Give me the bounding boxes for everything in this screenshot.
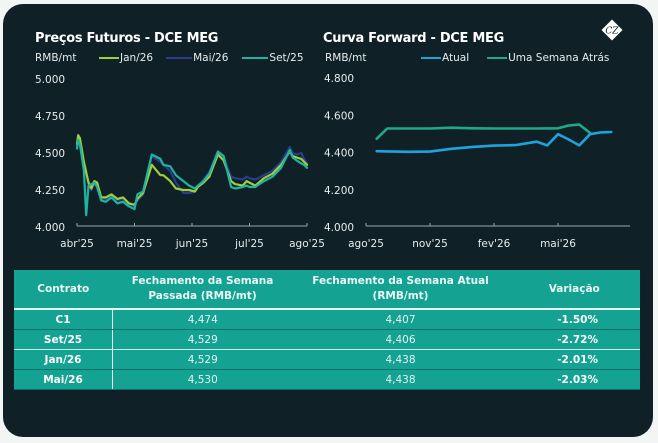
y-tick-label: 4.750 xyxy=(35,111,65,123)
legend-label-semana-atras: Uma Semana Atrás xyxy=(508,52,610,64)
legend-label-jan26: Jan/26 xyxy=(120,52,154,64)
cell-last-week: 4,529 xyxy=(112,329,293,350)
cell-contract: C1 xyxy=(14,309,113,330)
forward-chart-legend: Atual Uma Semana Atrás xyxy=(421,52,623,64)
legend-item-set25[interactable]: Set/25 xyxy=(242,52,304,64)
legend-item-semana-atras[interactable]: Uma Semana Atrás xyxy=(487,52,609,64)
cell-change: -2.01% xyxy=(508,349,640,370)
cell-change: -2.72% xyxy=(508,329,640,350)
y-tick-label: 4.500 xyxy=(35,148,65,160)
cell-contract: Jan/26 xyxy=(14,349,113,370)
cell-this-week: 4,407 xyxy=(292,309,509,330)
futures-chart-unit: RMB/mt xyxy=(35,52,77,64)
legend-swatch-set25 xyxy=(242,56,269,60)
y-tick-label: 4.250 xyxy=(35,185,65,197)
x-tick-label: jun'25 xyxy=(175,238,208,250)
x-tick-label: mai'26 xyxy=(540,238,576,250)
futures-chart-legend: Jan/26 Mai/26 Set/25 xyxy=(99,52,318,64)
cell-last-week: 4,529 xyxy=(112,349,293,370)
cell-contract: Mai/26 xyxy=(14,369,113,390)
cell-this-week: 4,438 xyxy=(292,349,509,370)
table-row: C1 4,474 4,407 -1.50% xyxy=(14,309,640,330)
x-tick-label: nov'25 xyxy=(412,238,448,250)
y-tick-label: 4.400 xyxy=(324,148,354,160)
forward-chart-unit: RMB/mt xyxy=(325,52,367,64)
price-table: Contrato Fechamento da Semana Passada (RM… xyxy=(14,270,640,390)
cz-logo-icon: CZ xyxy=(601,19,623,41)
x-tick-label: fev'26 xyxy=(478,238,511,250)
header-this-week: Fechamento da Semana Atual (RMB/mt) xyxy=(292,270,509,310)
y-tick-label: 4.800 xyxy=(324,73,354,85)
cell-last-week: 4,474 xyxy=(112,309,293,330)
legend-label-atual: Atual xyxy=(442,52,470,64)
futures-series-set-25 xyxy=(75,138,309,217)
legend-item-jan26[interactable]: Jan/26 xyxy=(99,52,153,64)
x-tick-label: abr'25 xyxy=(60,238,94,250)
header-change: Variação xyxy=(508,270,640,310)
futures-chart: 5.000 4.750 4.500 4.250 4.000 abr'25 mai'25 jun… xyxy=(35,74,325,250)
y-tick-label: 4.000 xyxy=(324,222,354,234)
table-header-row: Contrato Fechamento da Semana Passada (RM… xyxy=(14,270,640,310)
legend-swatch-atual xyxy=(421,56,441,60)
x-tick-label: mai'25 xyxy=(117,238,153,250)
futures-chart-title: Preços Futuros - DCE MEG xyxy=(35,31,219,46)
forward-series-uma-semana-atr-s xyxy=(375,123,592,140)
y-tick-label: 4.000 xyxy=(35,222,65,234)
cell-change: -1.50% xyxy=(508,309,640,330)
legend-label-set25: Set/25 xyxy=(269,52,304,64)
legend-swatch-mai26 xyxy=(166,56,193,60)
legend-label-mai26: Mai/26 xyxy=(193,52,229,64)
cell-this-week: 4,406 xyxy=(292,329,509,350)
forward-chart-title: Curva Forward - DCE MEG xyxy=(323,31,504,46)
y-tick-label: 4.200 xyxy=(324,185,354,197)
y-tick-label: 4.600 xyxy=(324,110,354,122)
cell-contract: Set/25 xyxy=(14,329,113,350)
table-row: Set/25 4,529 4,406 -2.72% xyxy=(14,329,640,350)
legend-swatch-jan26 xyxy=(99,56,119,60)
legend-swatch-semana-atras xyxy=(487,56,508,60)
x-tick-label: ago'25 xyxy=(348,238,384,250)
cell-this-week: 4,438 xyxy=(292,369,509,390)
cell-last-week: 4,530 xyxy=(112,369,293,390)
legend-item-atual[interactable]: Atual xyxy=(421,52,469,64)
logo-text: CZ xyxy=(605,27,619,37)
forward-chart: 4.800 4.600 4.400 4.200 4.000 ago'25 nov'25 fev… xyxy=(324,73,630,250)
table-row: Mai/26 4,530 4,438 -2.03% xyxy=(14,369,640,390)
cell-change: -2.03% xyxy=(508,369,640,390)
legend-item-mai26[interactable]: Mai/26 xyxy=(166,52,228,64)
y-tick-label: 5.000 xyxy=(35,74,65,86)
x-tick-label: ago'25 xyxy=(289,238,325,250)
header-contract: Contrato xyxy=(14,270,113,310)
x-tick-label: jul'25 xyxy=(234,238,264,250)
header-last-week: Fechamento da Semana Passada (RMB/mt) xyxy=(112,270,293,310)
futures-series-jan-26 xyxy=(75,134,309,206)
forward-series-atual xyxy=(375,130,613,154)
table-row: Jan/26 4,529 4,438 -2.01% xyxy=(14,349,640,370)
